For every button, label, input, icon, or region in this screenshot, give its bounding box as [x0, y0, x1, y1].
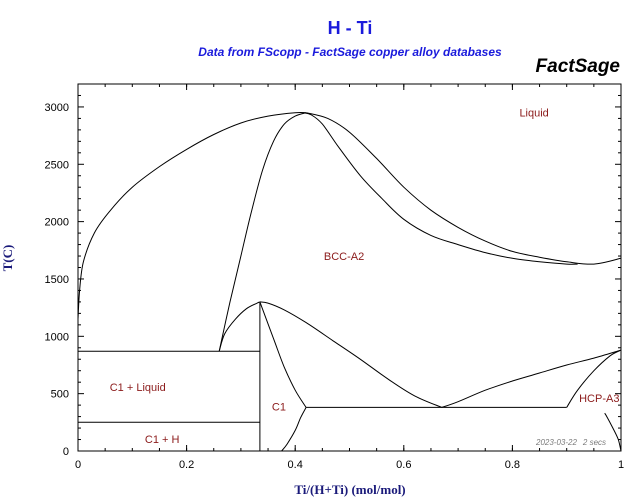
x-tick-label: 1 [618, 459, 624, 471]
chart-title: H - Ti [327, 18, 373, 38]
phase-region-label: C1 + Liquid [110, 382, 166, 394]
phase-boundary-line [259, 301, 442, 408]
phase-region-label: C1 [272, 401, 286, 413]
x-tick-label: 0.4 [288, 459, 303, 471]
phase-boundary-line [303, 112, 578, 265]
phase-region-label: BCC-A2 [324, 251, 364, 263]
y-tick-label: 500 [51, 389, 69, 401]
phase-boundary-line [77, 111, 307, 320]
phase-boundary-line [604, 412, 622, 452]
y-axis-label: T(C) [0, 244, 15, 272]
phase-region-label: Liquid [519, 108, 548, 120]
y-tick-label: 1000 [45, 331, 69, 343]
phase-region-label: HCP-A3 [579, 393, 619, 405]
phase-boundary-line [259, 301, 307, 408]
phase-boundary-line [281, 407, 307, 452]
phase-boundary-line [218, 301, 261, 352]
plot-frame [77, 83, 622, 452]
x-tick-label: 0.6 [396, 459, 411, 471]
y-tick-label: 3000 [45, 102, 69, 114]
y-tick-label: 1500 [45, 274, 69, 286]
phase-boundary-line [566, 349, 622, 408]
phase-region-label: C1 + H [145, 434, 180, 446]
x-tick-label: 0.2 [179, 459, 194, 471]
phase-boundary-line [441, 349, 622, 408]
chart-subtitle: Data from FScopp - FactSage copper alloy… [198, 45, 502, 59]
y-tick-label: 0 [63, 446, 69, 458]
factsage-logo: FactSage [535, 56, 620, 77]
phase-boundary-line [305, 112, 622, 265]
x-tick-label: 0 [75, 459, 81, 471]
x-tick-label: 0.8 [505, 459, 520, 471]
phase-boundary-line [218, 112, 307, 352]
date-stamp: 2023-03-22 [536, 438, 577, 447]
duration-stamp: 2 secs [582, 438, 607, 447]
x-axis-label: Ti/(H+Ti) (mol/mol) [294, 482, 406, 497]
y-tick-label: 2000 [45, 217, 69, 229]
timestamp: 2023-03-22 2 secs [536, 438, 612, 447]
y-tick-label: 2500 [45, 159, 69, 171]
